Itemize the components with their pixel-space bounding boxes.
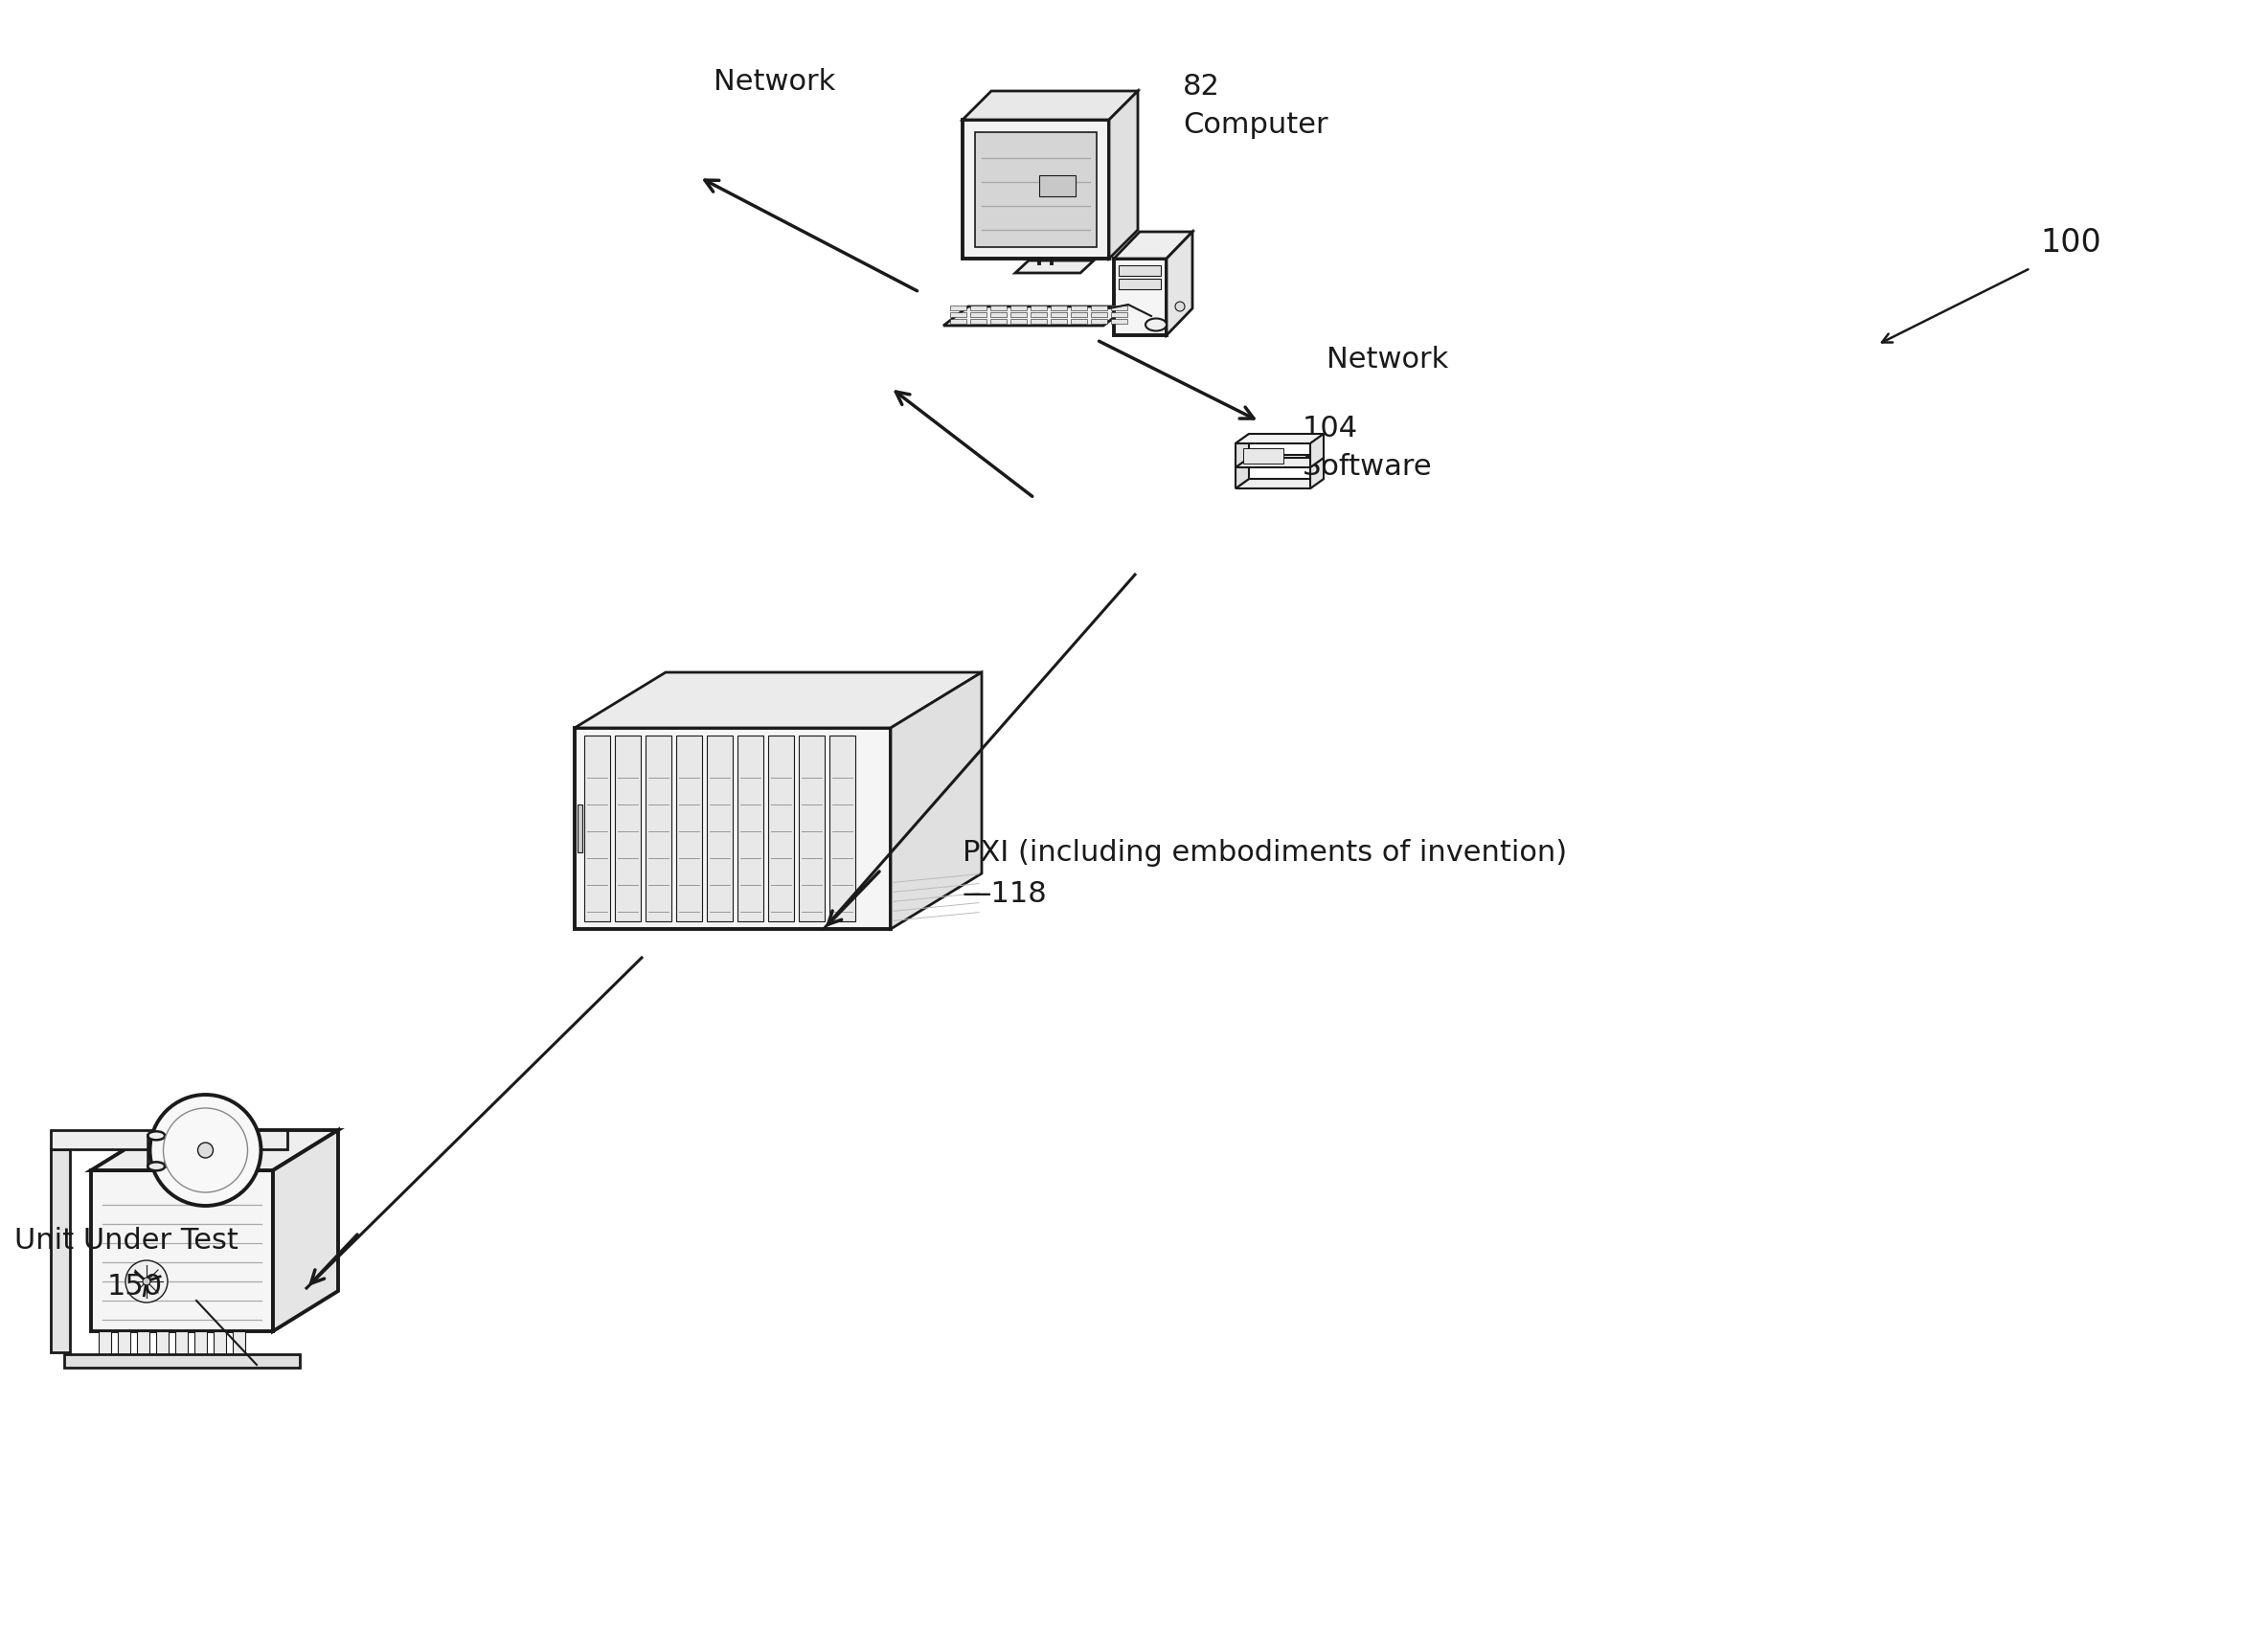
Polygon shape bbox=[50, 1130, 288, 1150]
Polygon shape bbox=[1166, 232, 1193, 336]
Text: Unit Under Test: Unit Under Test bbox=[14, 1227, 238, 1254]
Polygon shape bbox=[234, 1331, 245, 1362]
Bar bbox=[1111, 320, 1127, 323]
Bar bbox=[1012, 312, 1027, 316]
Bar bbox=[1050, 320, 1066, 323]
Bar bbox=[950, 312, 966, 316]
Polygon shape bbox=[962, 91, 1139, 119]
Bar bbox=[1118, 266, 1161, 276]
Polygon shape bbox=[1236, 434, 1325, 444]
Polygon shape bbox=[574, 727, 891, 930]
Bar bbox=[991, 312, 1007, 316]
Bar bbox=[1070, 312, 1086, 316]
Bar bbox=[1039, 175, 1075, 196]
Bar bbox=[1030, 320, 1048, 323]
Polygon shape bbox=[91, 1130, 338, 1171]
Polygon shape bbox=[1236, 455, 1325, 465]
Bar bbox=[971, 312, 987, 316]
Polygon shape bbox=[962, 119, 1109, 259]
Polygon shape bbox=[737, 736, 764, 922]
Polygon shape bbox=[615, 736, 642, 922]
Polygon shape bbox=[676, 736, 703, 922]
Polygon shape bbox=[585, 736, 610, 922]
Bar bbox=[971, 305, 987, 310]
Text: Computer: Computer bbox=[1184, 111, 1329, 139]
Bar bbox=[950, 320, 966, 323]
Text: Software: Software bbox=[1302, 453, 1431, 481]
Text: 104: 104 bbox=[1302, 414, 1359, 442]
Bar bbox=[1050, 312, 1066, 316]
Polygon shape bbox=[213, 1331, 227, 1362]
Text: 82: 82 bbox=[1184, 73, 1220, 101]
Bar bbox=[1050, 305, 1066, 310]
Bar bbox=[1091, 305, 1107, 310]
Ellipse shape bbox=[147, 1132, 166, 1140]
Bar bbox=[1070, 305, 1086, 310]
Bar bbox=[991, 305, 1007, 310]
Text: 150: 150 bbox=[107, 1272, 163, 1300]
Polygon shape bbox=[175, 1331, 188, 1362]
Circle shape bbox=[163, 1107, 247, 1192]
Text: Network: Network bbox=[1327, 346, 1449, 373]
Bar bbox=[1118, 279, 1161, 289]
Bar bbox=[1030, 305, 1048, 310]
Polygon shape bbox=[1016, 261, 1093, 272]
Bar bbox=[1243, 449, 1284, 463]
Bar bbox=[1111, 305, 1127, 310]
Polygon shape bbox=[118, 1331, 129, 1362]
Bar bbox=[1111, 312, 1127, 316]
Polygon shape bbox=[1236, 434, 1250, 468]
Polygon shape bbox=[798, 736, 826, 922]
Polygon shape bbox=[64, 1354, 299, 1368]
Text: 100: 100 bbox=[2039, 227, 2100, 259]
Polygon shape bbox=[975, 132, 1098, 246]
Polygon shape bbox=[195, 1331, 206, 1362]
Bar bbox=[1091, 312, 1107, 316]
Bar bbox=[1012, 305, 1027, 310]
Polygon shape bbox=[830, 736, 855, 922]
Polygon shape bbox=[769, 736, 794, 922]
Polygon shape bbox=[91, 1171, 272, 1331]
Circle shape bbox=[150, 1094, 261, 1205]
Circle shape bbox=[125, 1261, 168, 1303]
Circle shape bbox=[197, 1143, 213, 1158]
Bar bbox=[1012, 320, 1027, 323]
Polygon shape bbox=[1311, 455, 1325, 488]
Ellipse shape bbox=[1145, 318, 1166, 331]
Polygon shape bbox=[1311, 434, 1325, 468]
Bar bbox=[1070, 320, 1086, 323]
Text: —118: —118 bbox=[962, 881, 1048, 908]
Polygon shape bbox=[272, 1130, 338, 1331]
Polygon shape bbox=[1236, 458, 1325, 468]
Text: PXI (including embodiments of invention): PXI (including embodiments of invention) bbox=[962, 838, 1567, 866]
Polygon shape bbox=[1114, 232, 1193, 259]
Polygon shape bbox=[98, 1331, 111, 1362]
Polygon shape bbox=[50, 1150, 70, 1352]
Bar bbox=[578, 804, 583, 853]
Bar bbox=[1030, 312, 1048, 316]
Ellipse shape bbox=[147, 1161, 166, 1171]
Polygon shape bbox=[646, 736, 671, 922]
Polygon shape bbox=[1114, 259, 1166, 336]
Bar bbox=[950, 305, 966, 310]
Polygon shape bbox=[891, 672, 982, 930]
Ellipse shape bbox=[195, 1117, 215, 1127]
Text: Network: Network bbox=[714, 69, 835, 96]
Bar bbox=[971, 320, 987, 323]
Polygon shape bbox=[156, 1331, 168, 1362]
Bar bbox=[991, 320, 1007, 323]
Ellipse shape bbox=[195, 1160, 215, 1171]
Bar bbox=[1091, 320, 1107, 323]
Circle shape bbox=[143, 1277, 150, 1285]
Polygon shape bbox=[574, 672, 982, 727]
Polygon shape bbox=[708, 736, 733, 922]
Polygon shape bbox=[943, 307, 1127, 326]
Polygon shape bbox=[136, 1331, 150, 1362]
Polygon shape bbox=[1236, 455, 1250, 488]
Circle shape bbox=[1175, 302, 1184, 312]
Polygon shape bbox=[1109, 91, 1139, 259]
Polygon shape bbox=[1236, 480, 1325, 488]
